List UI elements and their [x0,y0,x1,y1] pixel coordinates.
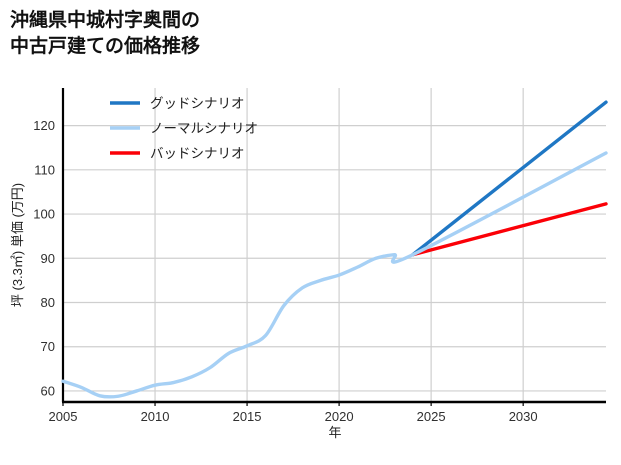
x-tick-label: 2010 [141,409,170,424]
x-tick-label: 2020 [325,409,354,424]
legend-label: バッドシナリオ [150,146,245,161]
legend-label: ノーマルシナリオ [150,121,258,136]
y-tick-label: 100 [33,207,55,222]
series-line [61,151,608,399]
y-axis-title: 坪 (3.3㎡) 単価 (万円) [10,183,25,307]
y-tick-label: 70 [41,339,55,354]
series-line [411,100,608,257]
x-axis-ticks: 2005 2010 2015 2020 2025 2030 [49,402,538,424]
x-tick-label: 2005 [49,409,78,424]
y-tick-label: 90 [41,251,55,266]
x-axis-title: 年 [328,425,341,440]
data-series-layer [61,100,608,399]
y-tick-label: 120 [33,118,55,133]
y-axis-ticks: 60 70 80 90 100 110 120 [33,118,55,398]
chart-title-line-1: 沖縄県中城村字奥間の [10,10,201,31]
chart-title: 沖縄県中城村字奥間の 中古戸建ての価格推移 [10,8,440,60]
gridlines [62,88,606,402]
series-line [411,202,608,257]
x-tick-label: 2030 [509,409,538,424]
legend-label: グッドシナリオ [150,96,245,111]
y-tick-label: 80 [41,295,55,310]
axis-lines [61,88,606,404]
y-tick-label: 60 [41,383,55,398]
x-tick-label: 2015 [233,409,262,424]
x-tick-label: 2025 [417,409,446,424]
chart-title-line-2: 中古戸建ての価格推移 [10,36,201,57]
y-tick-label: 110 [34,162,55,177]
